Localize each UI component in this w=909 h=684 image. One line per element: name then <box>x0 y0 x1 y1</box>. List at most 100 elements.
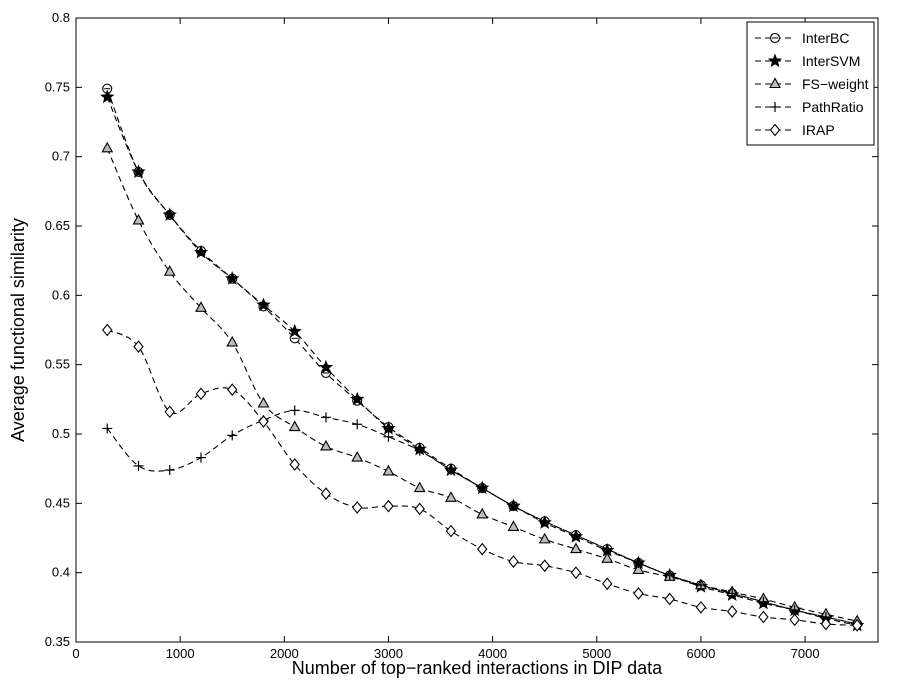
point-pathratio <box>320 412 331 423</box>
point-irap <box>476 542 488 556</box>
point-irap <box>508 555 519 568</box>
point-fs-weight <box>382 464 395 476</box>
point-irap <box>414 502 425 516</box>
legend-label: FS−weight <box>802 76 869 92</box>
point-intersvm <box>381 420 396 435</box>
point-irap <box>820 617 832 631</box>
point-intersvm <box>100 89 115 104</box>
y-tick-label: 0.45 <box>45 495 70 510</box>
point-intersvm <box>350 391 365 406</box>
series-layer <box>100 83 865 632</box>
y-tick-label: 0.65 <box>45 218 70 233</box>
x-tick-label: 7000 <box>791 646 820 661</box>
point-fs-weight <box>195 301 207 312</box>
point-intersvm <box>287 323 302 338</box>
point-irap <box>258 415 269 428</box>
point-intersvm <box>131 164 146 178</box>
point-pathratio <box>133 460 144 471</box>
point-pathratio <box>477 483 488 494</box>
y-tick-label: 0.35 <box>45 634 70 649</box>
point-pathratio <box>508 501 519 512</box>
point-pathratio <box>414 445 425 456</box>
point-fs-weight <box>413 481 426 493</box>
point-pathratio <box>164 465 175 476</box>
point-fs-weight <box>226 335 239 347</box>
y-tick-label: 0.8 <box>52 10 70 25</box>
point-fs-weight <box>601 552 614 563</box>
point-fs-weight <box>132 213 145 225</box>
legend-marker <box>769 77 781 89</box>
point-pathratio <box>727 588 738 599</box>
series-line-irap <box>106 329 858 626</box>
point-irap <box>320 487 332 500</box>
point-pathratio <box>195 452 206 463</box>
legend-marker <box>770 102 780 112</box>
x-tick-label: 5000 <box>582 646 611 661</box>
point-pathratio <box>102 423 113 434</box>
legend-label: PathRatio <box>802 99 864 115</box>
point-irap <box>102 323 113 337</box>
legend-item-intersvm: InterSVM <box>755 53 860 69</box>
point-fs-weight <box>445 491 457 502</box>
legend-marker <box>767 53 783 68</box>
legend-marker <box>769 123 781 137</box>
point-pathratio <box>758 596 769 607</box>
point-irap <box>289 458 300 471</box>
plot-frame <box>75 17 879 643</box>
x-tick-label: 2000 <box>270 646 299 661</box>
point-irap <box>383 499 394 513</box>
legend-item-pathratio: PathRatio <box>755 99 864 115</box>
point-irap <box>539 559 550 573</box>
legend-label: IRAP <box>802 122 835 138</box>
point-irap <box>445 524 457 538</box>
point-irap <box>758 610 769 624</box>
point-fs-weight <box>570 542 582 554</box>
x-tick-label: 1000 <box>166 646 195 661</box>
point-fs-weight <box>163 265 176 276</box>
point-irap <box>352 501 363 514</box>
x-axis-label: Number of top−ranked interactions in DIP… <box>292 658 663 678</box>
x-tick-label: 6000 <box>686 646 715 661</box>
point-irap <box>227 383 238 396</box>
point-fs-weight <box>288 420 301 432</box>
legend-item-irap: IRAP <box>755 122 835 138</box>
point-fs-weight <box>351 450 364 462</box>
point-pathratio <box>570 530 581 541</box>
x-tick-label: 0 <box>72 646 79 661</box>
point-intersvm <box>193 244 209 259</box>
point-irap <box>789 613 800 627</box>
legend: InterBC InterSVM FS−weight PathRatio IRAP <box>746 21 875 146</box>
legend-item-interbc: InterBC <box>755 30 849 46</box>
point-fs-weight <box>507 520 520 531</box>
point-pathratio <box>789 605 800 616</box>
point-pathratio <box>352 419 363 430</box>
y-tick-label: 0.75 <box>45 79 70 94</box>
x-tick-label: 3000 <box>374 646 403 661</box>
point-pathratio <box>664 570 675 581</box>
legend-item-fs-weight: FS−weight <box>755 76 869 92</box>
point-fs-weight <box>538 532 551 544</box>
point-irap <box>570 566 582 580</box>
y-tick-label: 0.6 <box>52 287 70 302</box>
point-pathratio <box>289 405 300 416</box>
ticks-layer: 0 1000 2000 3000 4000 5000 6000 7000 0.35 0.4 0.45… <box>45 10 878 661</box>
point-irap <box>633 587 644 600</box>
point-fs-weight <box>101 141 114 153</box>
point-irap <box>133 340 144 354</box>
y-tick-label: 0.5 <box>52 426 70 441</box>
point-irap <box>164 405 175 419</box>
point-pathratio <box>633 557 644 568</box>
point-fs-weight <box>320 439 332 451</box>
y-tick-label: 0.4 <box>52 565 70 580</box>
point-pathratio <box>227 430 238 441</box>
legend-label: InterBC <box>802 30 849 46</box>
series-irap <box>102 323 863 632</box>
y-axis-label: Average functional similarity <box>8 218 28 442</box>
point-pathratio <box>383 431 394 442</box>
point-fs-weight <box>257 396 270 408</box>
point-intersvm <box>256 297 271 312</box>
point-pathratio <box>539 516 550 527</box>
point-pathratio <box>695 580 706 591</box>
point-irap <box>195 387 207 401</box>
